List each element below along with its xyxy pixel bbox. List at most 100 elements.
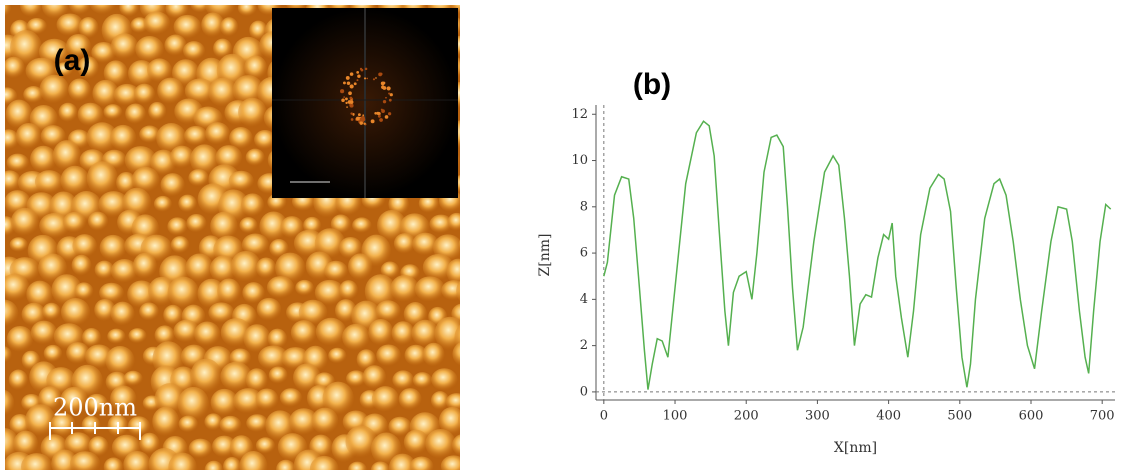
grain	[68, 79, 91, 102]
grain	[413, 372, 432, 388]
grain	[31, 321, 57, 345]
fft-dot	[360, 117, 364, 121]
fft-dot	[378, 115, 381, 118]
grain	[239, 217, 257, 233]
fft-dot	[381, 81, 385, 85]
fft-dot	[356, 71, 359, 74]
grain	[238, 0, 257, 16]
grain	[363, 365, 386, 388]
grain	[412, 320, 439, 347]
fft-dot	[348, 91, 352, 95]
fft-dot	[385, 97, 387, 99]
grain	[11, 208, 39, 236]
grain	[257, 298, 282, 321]
grain	[295, 280, 314, 296]
fft-dot	[350, 72, 354, 76]
grain	[311, 408, 338, 434]
grain	[183, 41, 205, 60]
grain	[88, 212, 108, 231]
x-tick-label: 500	[947, 409, 972, 424]
fft-dot	[357, 74, 360, 77]
x-tick-label: 200	[734, 409, 759, 424]
grain	[107, 329, 125, 344]
grain	[105, 346, 134, 375]
y-tick-label: 6	[580, 246, 588, 261]
grain	[61, 298, 90, 326]
grain	[425, 429, 456, 458]
grain	[404, 430, 429, 455]
grain	[125, 103, 146, 124]
grain	[456, 276, 484, 306]
panel-label: (b)	[633, 68, 671, 101]
grain	[458, 405, 486, 436]
fft-dot	[354, 82, 357, 85]
fft-inset	[272, 8, 458, 198]
grain	[35, 170, 63, 194]
grain	[100, 235, 127, 261]
grain	[348, 253, 372, 280]
grain	[464, 370, 485, 387]
grain	[229, 171, 254, 191]
grain	[188, 169, 208, 186]
grain	[392, 321, 415, 345]
fft-dot	[345, 97, 348, 100]
grain	[135, 36, 164, 62]
fft-dot	[360, 68, 362, 70]
grain	[448, 213, 466, 231]
fft-dot	[343, 81, 346, 84]
grain	[63, 212, 86, 233]
fft-dot	[366, 78, 368, 80]
fft-dot	[351, 118, 354, 121]
fft-dot	[340, 89, 344, 93]
y-tick-label: 8	[580, 199, 588, 214]
grain	[178, 387, 209, 421]
grain	[72, 255, 92, 276]
grain	[10, 237, 28, 252]
grain	[124, 371, 143, 386]
grain	[324, 261, 348, 281]
x-axis-label: X[nm]	[834, 440, 877, 456]
grain	[204, 413, 222, 430]
grain	[376, 300, 401, 322]
grain	[217, 278, 241, 304]
scale-label: 200nm	[53, 394, 137, 422]
fft-dot	[387, 86, 391, 90]
grain	[452, 434, 474, 456]
grain	[44, 345, 63, 362]
fft-dot	[358, 113, 361, 116]
fft-dot	[381, 109, 385, 113]
grain	[189, 439, 213, 459]
grain	[399, 388, 422, 410]
fft-dot	[376, 112, 379, 115]
grain	[316, 318, 346, 346]
grain	[220, 17, 238, 36]
grain	[148, 102, 166, 121]
x-tick-label: 0	[600, 409, 608, 424]
figure: 200nm (a) (b) 02468101201002003004005006…	[0, 0, 1134, 473]
y-tick-label: 4	[580, 292, 588, 307]
fft-dot	[364, 77, 366, 79]
fft-dot	[353, 114, 355, 116]
grain	[179, 416, 198, 433]
fft-dot	[346, 106, 348, 108]
grain	[269, 366, 288, 383]
x-tick-label: 600	[1019, 409, 1044, 424]
grain	[171, 236, 190, 253]
fft-dot	[350, 84, 354, 88]
x-tick-label: 100	[663, 409, 688, 424]
grain	[291, 320, 317, 345]
grain	[75, 282, 94, 300]
fft-dot	[383, 100, 386, 103]
grain	[60, 166, 89, 195]
grain	[205, 122, 230, 145]
fft-dot	[346, 76, 350, 80]
grain	[184, 126, 208, 146]
grain	[328, 348, 346, 364]
fft-dot	[388, 92, 390, 94]
grain	[342, 324, 370, 351]
y-tick-label: 10	[571, 153, 588, 168]
grain	[372, 386, 399, 412]
grain	[390, 275, 418, 302]
fft-dot	[349, 97, 352, 100]
grain	[256, 257, 276, 278]
